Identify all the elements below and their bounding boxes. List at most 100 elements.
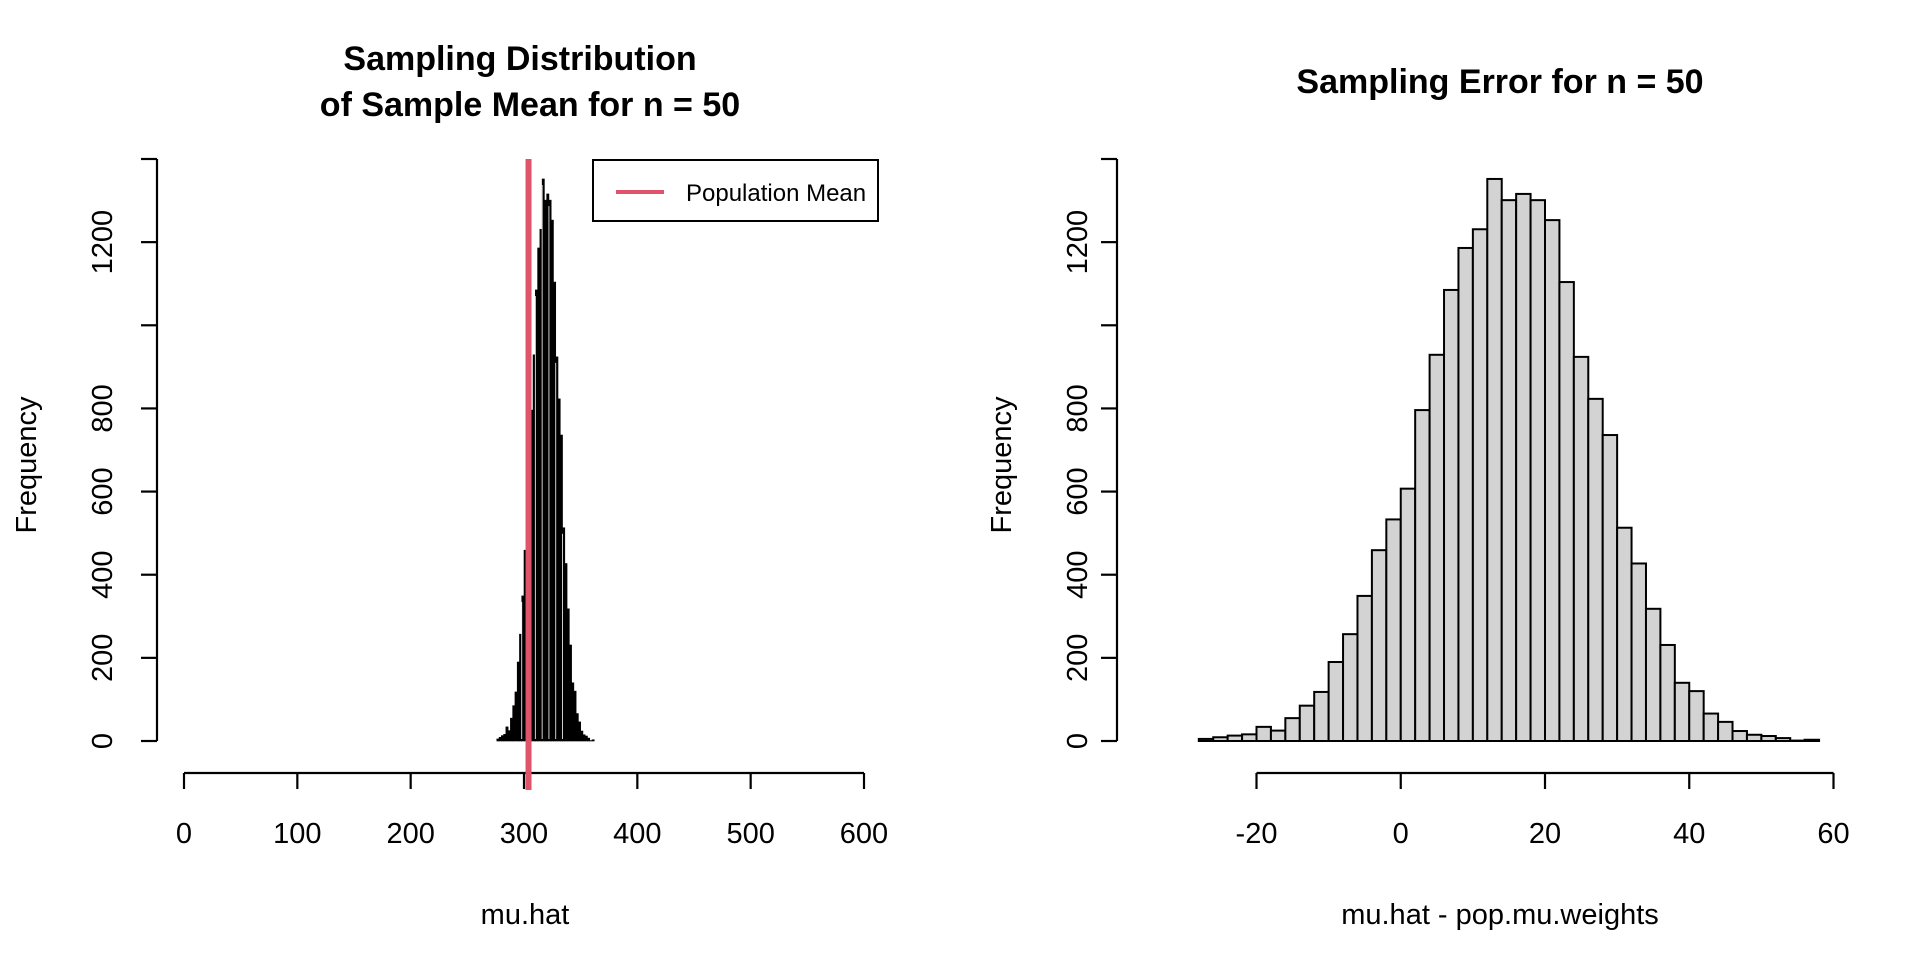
histogram-bar xyxy=(512,705,516,742)
y-tick-label: 200 xyxy=(1062,634,1094,682)
histogram-bar xyxy=(587,737,591,742)
x-tick-label: 40 xyxy=(1673,818,1705,850)
histogram-bar xyxy=(1673,681,1691,742)
legend: Population Mean xyxy=(592,159,879,222)
y-axis-label: Frequency xyxy=(11,396,43,534)
histogram-bar xyxy=(1702,712,1720,743)
histogram-bar xyxy=(1616,526,1633,743)
histogram-bar xyxy=(498,736,502,742)
histogram-bar xyxy=(501,735,504,742)
histogram-bar xyxy=(1717,720,1734,742)
histogram-bar xyxy=(1587,397,1604,742)
histogram-bar xyxy=(1226,734,1244,742)
histogram-bar xyxy=(1356,594,1373,742)
histogram-bar xyxy=(1212,736,1229,742)
x-axis: -20 0 20 40 60 xyxy=(1236,771,1850,850)
histogram-bar xyxy=(1572,355,1590,742)
histogram-bar xyxy=(510,717,513,742)
histogram-bar xyxy=(496,738,500,742)
histogram-bar xyxy=(1644,607,1662,742)
histogram-bar xyxy=(516,661,520,742)
histogram-bar xyxy=(1269,729,1287,742)
histogram-bar xyxy=(1385,518,1402,742)
histogram-bar xyxy=(1370,549,1388,742)
histogram-bar xyxy=(1760,735,1777,742)
histogram-bar xyxy=(1443,288,1460,742)
histogram-bar xyxy=(1298,704,1316,743)
x-tick-label: -20 xyxy=(1236,818,1278,850)
chart-title: Sampling Error for n = 50 xyxy=(1296,63,1703,101)
x-tick-label: 200 xyxy=(386,818,434,850)
y-axis-label: Frequency xyxy=(986,396,1018,534)
histogram-bar xyxy=(1428,353,1446,742)
y-axis: 0 200 400 600 800 1200 xyxy=(1062,157,1119,749)
histogram-bar xyxy=(573,690,577,742)
y-tick-label: 600 xyxy=(1062,467,1094,515)
histogram-bar xyxy=(584,735,588,742)
histogram-bar xyxy=(1486,177,1503,742)
histogram-bars xyxy=(496,178,595,742)
histogram-bar xyxy=(580,730,584,742)
histogram-bar xyxy=(514,691,518,742)
x-axis-label: mu.hat - pop.mu.weights xyxy=(1341,899,1659,931)
histogram-bar xyxy=(505,726,509,742)
histogram-bar xyxy=(1774,737,1792,743)
histogram-bar xyxy=(1601,434,1619,742)
histogram-bar xyxy=(544,199,547,742)
histogram-bar xyxy=(1659,643,1676,742)
chart-title-line-2: of Sample Mean for n = 50 xyxy=(320,86,740,124)
histogram-bar xyxy=(537,247,541,742)
x-tick-label: 100 xyxy=(273,818,321,850)
histogram-bar xyxy=(1241,733,1258,743)
histogram-bar xyxy=(578,721,581,742)
histogram-bar xyxy=(1731,730,1748,742)
histogram-bar xyxy=(1313,690,1330,743)
y-tick-label: 1200 xyxy=(87,210,119,275)
chart-title-line-1: Sampling Distribution xyxy=(343,40,696,78)
histogram-bars xyxy=(1197,177,1821,743)
histogram-bar xyxy=(1500,199,1518,743)
x-tick-label: 600 xyxy=(840,818,888,850)
x-axis-label: mu.hat xyxy=(481,899,570,931)
y-tick-label: 800 xyxy=(87,384,119,432)
y-axis: 0 200 400 600 800 1200 xyxy=(87,157,159,749)
histogram-bar xyxy=(1327,661,1345,742)
histogram-bar xyxy=(582,734,586,742)
y-tick-label: 400 xyxy=(1062,551,1094,599)
histogram-bar xyxy=(1515,192,1532,743)
y-tick-label: 800 xyxy=(1062,384,1094,432)
histogram-bar xyxy=(1197,737,1215,743)
legend-label: Population Mean xyxy=(686,180,866,207)
histogram-bar xyxy=(1688,690,1705,742)
histogram-bar xyxy=(1630,562,1647,742)
y-tick-label: 600 xyxy=(87,467,119,515)
histogram-bar xyxy=(1471,228,1489,742)
histogram-bar xyxy=(503,734,507,742)
histogram-bar xyxy=(575,713,579,742)
panel-sampling-distribution: Sampling Distribution of Sample Mean for… xyxy=(11,40,888,931)
x-tick-label: 60 xyxy=(1817,818,1849,850)
histogram-bar xyxy=(571,682,575,742)
x-tick-label: 300 xyxy=(500,818,548,850)
y-tick-label: 0 xyxy=(1062,733,1094,749)
y-tick-label: 0 xyxy=(87,733,119,749)
histogram-bar xyxy=(1399,487,1417,743)
histogram-bar xyxy=(1414,409,1431,742)
histogram-bar xyxy=(591,739,595,742)
histogram-bar xyxy=(550,219,554,742)
histogram-bar xyxy=(1457,246,1474,742)
y-tick-label: 1200 xyxy=(1062,210,1094,275)
x-tick-label: 0 xyxy=(1393,818,1409,850)
histogram-bar xyxy=(1255,725,1272,743)
x-tick-label: 500 xyxy=(726,818,774,850)
x-tick-label: 20 xyxy=(1529,818,1561,850)
histogram-bar xyxy=(1803,738,1821,743)
histogram-bar xyxy=(1342,633,1359,743)
histogram-bar xyxy=(557,398,561,742)
x-tick-label: 400 xyxy=(613,818,661,850)
histogram-bar xyxy=(1558,281,1575,742)
histogram-bar xyxy=(1529,199,1546,743)
histogram-bar xyxy=(1745,733,1763,742)
y-tick-label: 200 xyxy=(87,634,119,682)
